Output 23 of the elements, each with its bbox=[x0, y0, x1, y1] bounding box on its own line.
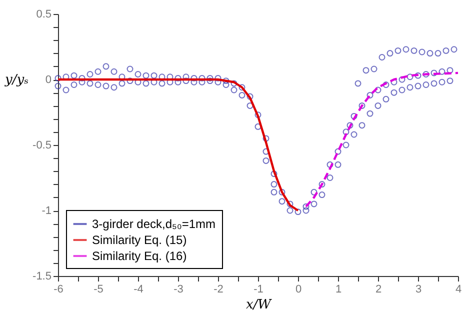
y-tick-label: 0 bbox=[45, 74, 52, 86]
x-tick-label: 3 bbox=[415, 284, 422, 296]
y-axis-title: y/yₛ bbox=[4, 72, 28, 88]
legend-label: Similarity Eq. (15) bbox=[92, 233, 187, 247]
y-tick-label: -0.5 bbox=[32, 140, 52, 152]
y-tick-label: -1 bbox=[42, 205, 52, 217]
x-tick-label: -2 bbox=[214, 284, 224, 296]
legend-label: 3-girder deck,d₅₀=1mm bbox=[92, 217, 216, 231]
line-series bbox=[56, 78, 300, 212]
x-tick-label: 4 bbox=[455, 284, 462, 296]
y-tick-label: -1.5 bbox=[32, 270, 52, 282]
line-series bbox=[304, 72, 460, 208]
legend-label: Similarity Eq. (16) bbox=[92, 249, 187, 263]
x-tick-label: -5 bbox=[94, 284, 104, 296]
y-tick-label: 0.5 bbox=[36, 8, 52, 20]
x-tick-label: -3 bbox=[174, 284, 184, 296]
x-tick-label: 0 bbox=[295, 284, 302, 296]
x-tick-label: -1 bbox=[254, 284, 264, 296]
x-tick-label: 1 bbox=[335, 284, 342, 296]
x-tick-label: -4 bbox=[134, 284, 144, 296]
x-axis-title: x/W bbox=[246, 298, 273, 312]
x-tick-label: 2 bbox=[375, 284, 382, 296]
x-tick-label: -6 bbox=[54, 284, 64, 296]
